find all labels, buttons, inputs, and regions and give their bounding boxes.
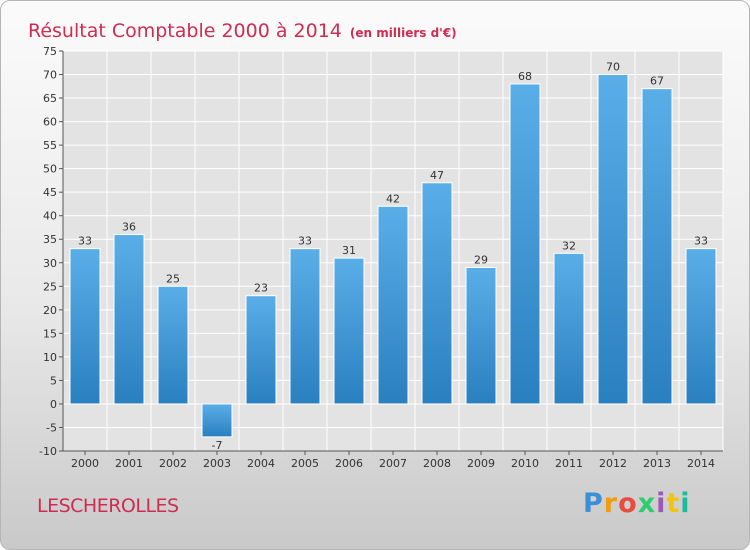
y-tick-label: 40: [43, 210, 57, 223]
bar-2012: [597, 74, 629, 405]
bar-2008: [421, 182, 453, 405]
x-tick-label-2004: 2004: [247, 457, 275, 470]
y-tick-label: 5: [50, 374, 57, 387]
x-tick-label-2014: 2014: [687, 457, 715, 470]
x-tick-label-2010: 2010: [511, 457, 539, 470]
x-tick-label-2006: 2006: [335, 457, 363, 470]
data-label-2006: 31: [342, 244, 356, 257]
bar-2011: [553, 252, 585, 405]
data-label-2000: 33: [78, 235, 92, 248]
bar-2010: [509, 83, 541, 405]
data-label-2002: 25: [166, 272, 180, 285]
y-tick-label: 15: [43, 327, 57, 340]
brand-letter: i: [656, 488, 667, 519]
data-label-2012: 70: [606, 61, 620, 74]
x-tick-label-2013: 2013: [643, 457, 671, 470]
bar-2001: [113, 234, 145, 405]
commune-name: LESCHEROLLES: [37, 495, 179, 517]
brand-letter: x: [637, 488, 657, 519]
data-label-2009: 29: [474, 253, 488, 266]
x-tick-label-2007: 2007: [379, 457, 407, 470]
chart-title-text: Résultat Comptable 2000 à 2014: [28, 20, 342, 42]
x-tick-label-2001: 2001: [115, 457, 143, 470]
data-label-2004: 23: [254, 282, 268, 295]
data-label-2001: 36: [122, 221, 136, 234]
bar-2006: [333, 257, 365, 405]
bar-2000: [69, 248, 101, 405]
x-tick-label-2005: 2005: [291, 457, 319, 470]
x-tick-label-2009: 2009: [467, 457, 495, 470]
y-tick-label: 55: [43, 139, 57, 152]
x-tick-label-2011: 2011: [555, 457, 583, 470]
x-tick-label-2003: 2003: [203, 457, 231, 470]
bar-2002: [157, 285, 189, 405]
bar-2014: [685, 248, 717, 405]
data-label-2008: 47: [430, 169, 444, 182]
y-tick-label: 70: [43, 69, 57, 82]
bar-2004: [245, 295, 277, 405]
brand-letter: r: [603, 488, 619, 519]
y-tick-label: 30: [43, 257, 57, 270]
data-label-2011: 32: [562, 239, 576, 252]
y-tick-label: 20: [43, 304, 57, 317]
data-label-2003: -7: [212, 439, 223, 452]
y-tick-label: 10: [43, 351, 57, 364]
y-tick-label: 50: [43, 163, 57, 176]
bar-2005: [289, 248, 321, 405]
data-label-2010: 68: [518, 70, 532, 83]
brand-letter: i: [680, 488, 691, 519]
y-tick-label: -5: [46, 421, 57, 434]
y-tick-label: 65: [43, 92, 57, 105]
data-label-2007: 42: [386, 192, 400, 205]
brand-letter: t: [666, 488, 681, 519]
x-tick-label-2012: 2012: [599, 457, 627, 470]
data-label-2014: 33: [694, 235, 708, 248]
y-tick-label: 25: [43, 280, 57, 293]
bar-2003: [201, 403, 233, 438]
x-tick-label-2008: 2008: [423, 457, 451, 470]
y-tick-label: 60: [43, 116, 57, 129]
x-tick-label-2000: 2000: [71, 457, 99, 470]
y-tick-label: 75: [43, 45, 57, 58]
x-tick-label-2002: 2002: [159, 457, 187, 470]
y-tick-label: 45: [43, 186, 57, 199]
data-label-2005: 33: [298, 235, 312, 248]
chart-subtitle: (en milliers d'€): [349, 26, 457, 40]
proxiti-logo: Proxiti: [583, 488, 691, 519]
chart-title: Résultat Comptable 2000 à 2014 (en millie…: [28, 7, 457, 45]
data-label-2013: 67: [650, 75, 664, 88]
bar-2009: [465, 266, 497, 405]
brand-letter: P: [583, 488, 604, 519]
y-tick-label: 0: [50, 398, 57, 411]
bar-2013: [641, 88, 673, 405]
bar-2007: [377, 205, 409, 405]
y-tick-label: 35: [43, 233, 57, 246]
brand-letter: o: [618, 488, 638, 519]
y-tick-label: -10: [39, 445, 57, 458]
